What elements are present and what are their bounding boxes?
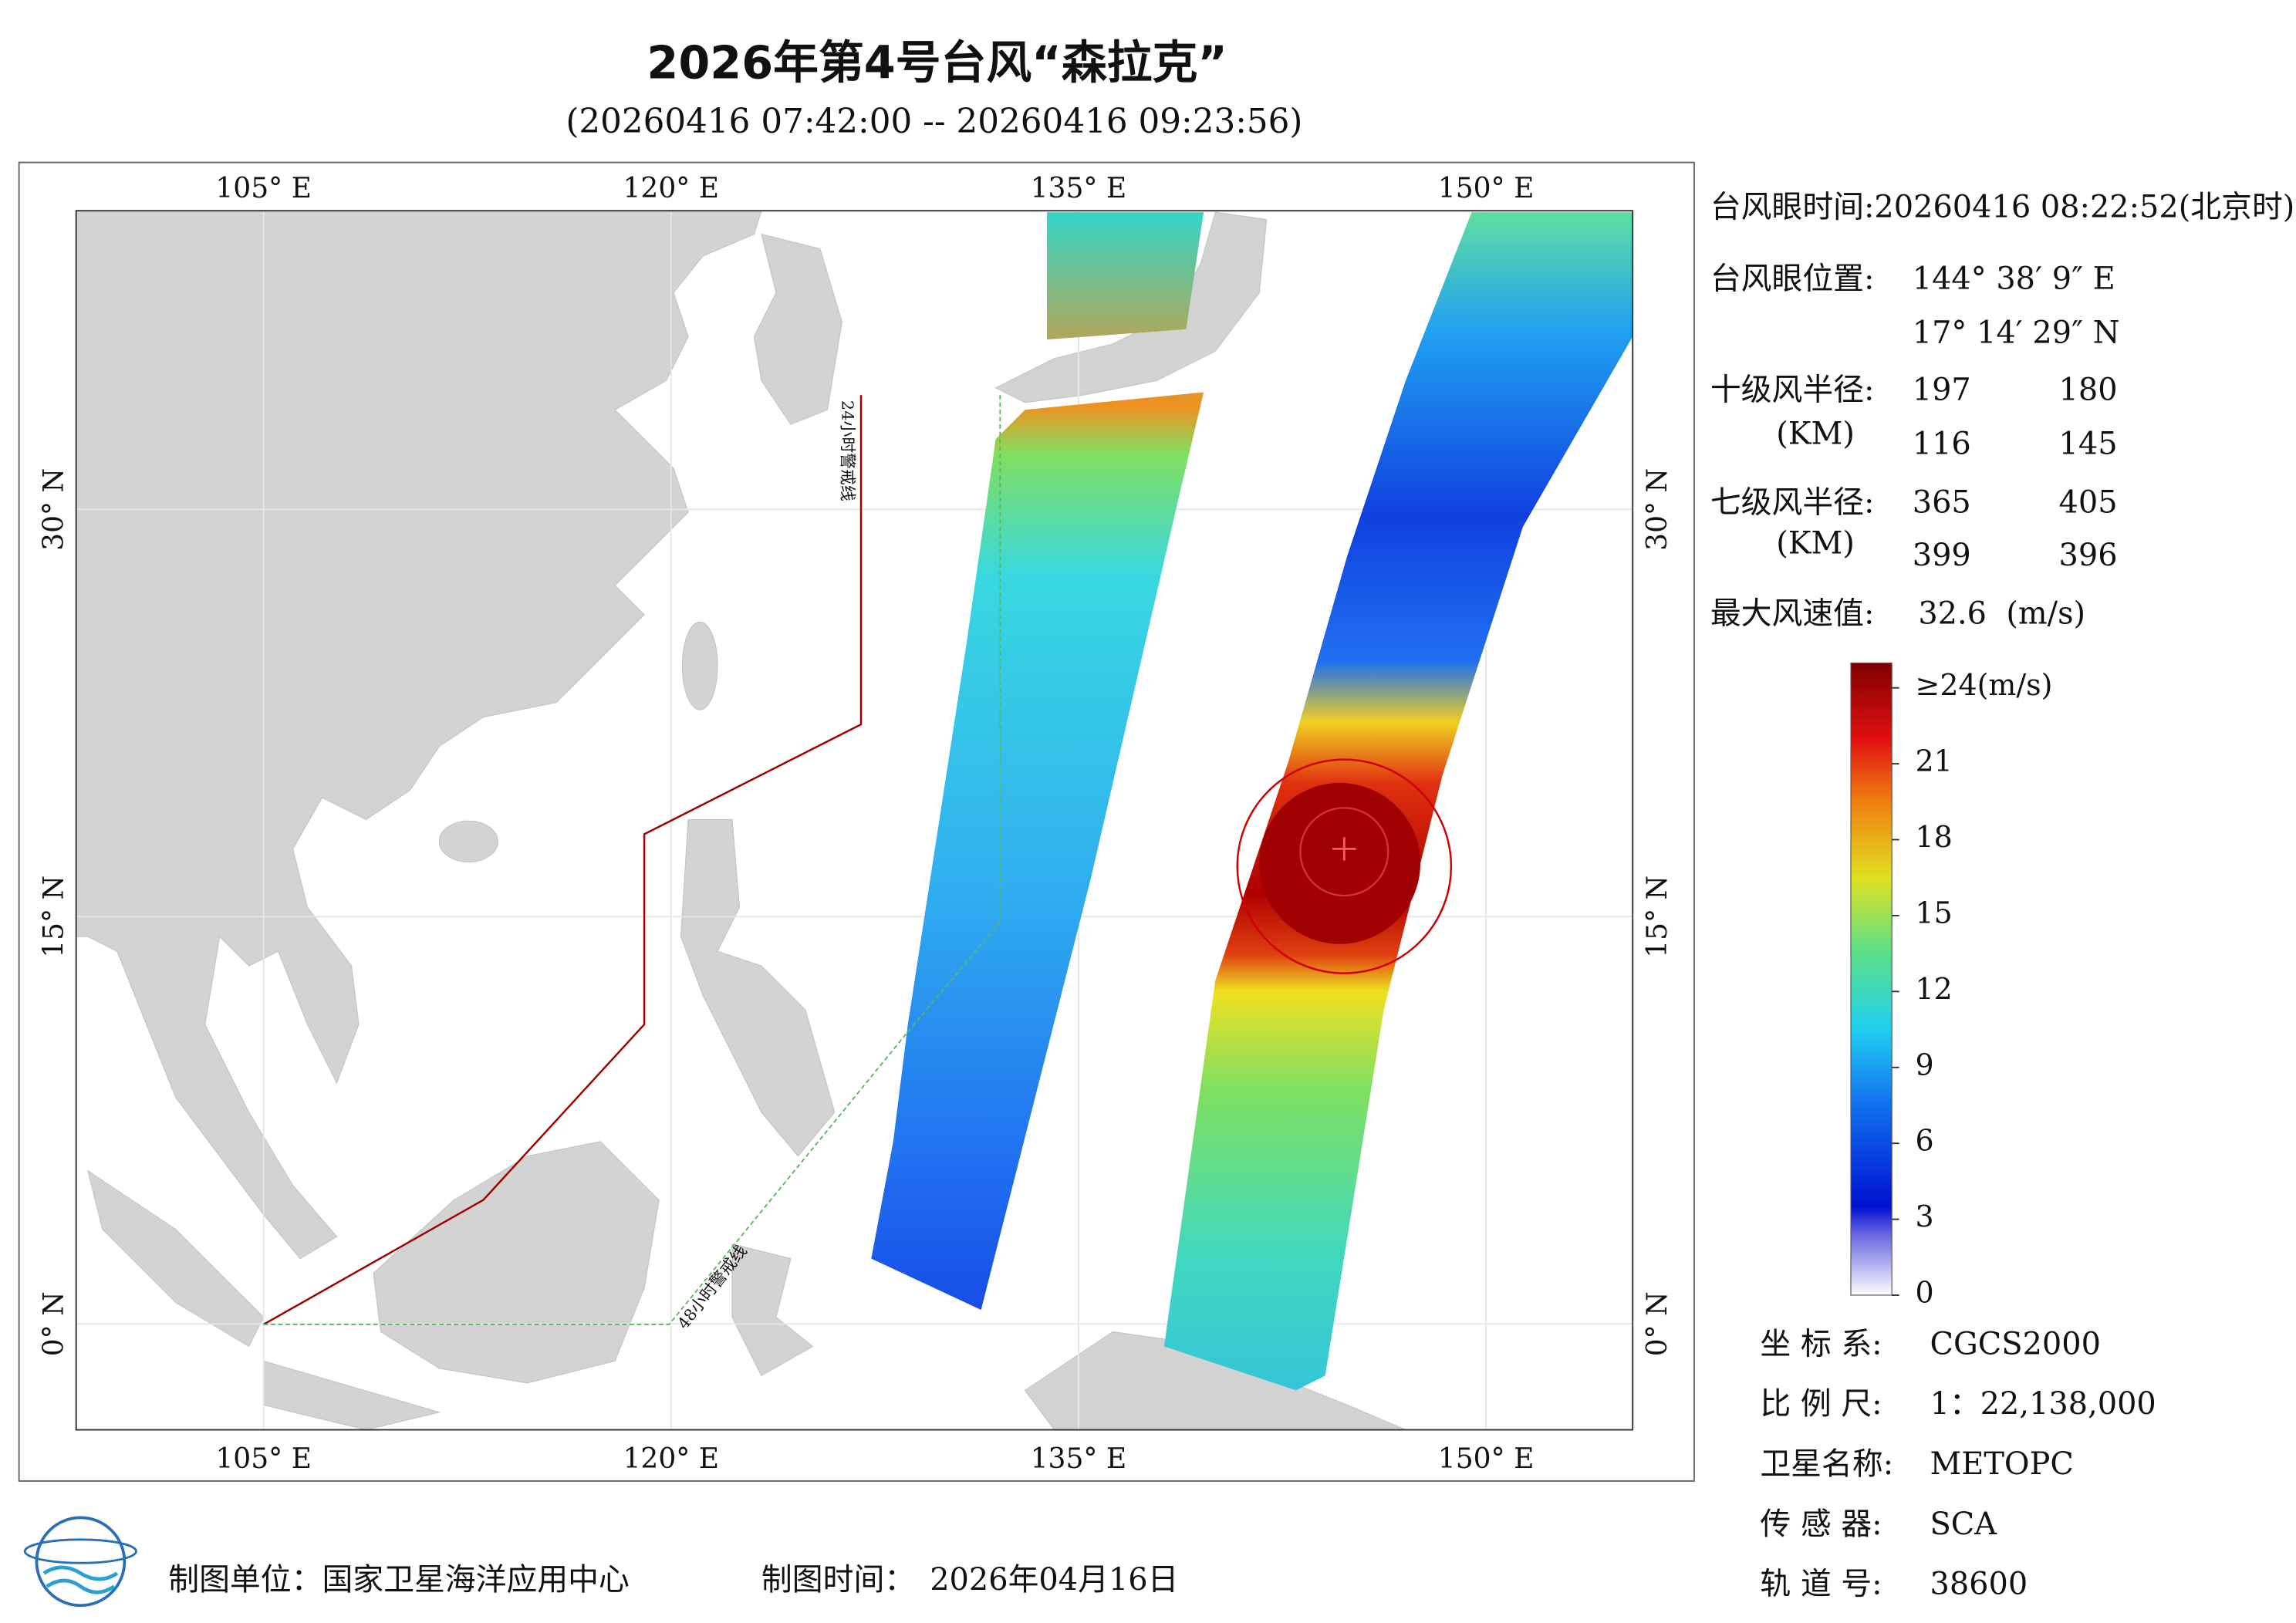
map-outer-frame — [18, 161, 1695, 1482]
lat-tick-label: 0° N — [38, 1291, 70, 1356]
map-frame — [75, 210, 1634, 1431]
colorbar-label: 3 — [1916, 1200, 1934, 1233]
value: 365 — [1913, 485, 1971, 521]
lat-tick-label: 0° N — [1641, 1291, 1673, 1356]
value: 32.6 (m/s) — [1918, 596, 2085, 632]
swath-1 — [871, 392, 1204, 1310]
warning-line-24h — [263, 395, 863, 1326]
value: 116 — [1913, 427, 1971, 462]
colorbar — [1850, 662, 1893, 1296]
philippines — [680, 818, 836, 1157]
colorbar-label: ≥24(m/s) — [1916, 668, 2053, 702]
lat-tick-label: 15° N — [38, 876, 70, 958]
producer: 制图单位：国家卫星海洋应用中心 — [168, 1562, 630, 1598]
value: 17° 14′ 29″ N — [1913, 315, 2120, 350]
value: 396 — [2059, 538, 2118, 573]
logo-waves — [42, 1565, 119, 1594]
meta-value: 1：22,138,000 — [1930, 1386, 2156, 1422]
eye-time: 台风眼时间:20260416 08:22:52(北京时) — [1710, 189, 2295, 224]
lon-tick-label: 105° E — [215, 1442, 312, 1475]
hainan — [438, 820, 498, 863]
unit: (KM) — [1776, 526, 1855, 562]
colorbar-label: 12 — [1916, 972, 1953, 1006]
lon-tick-label: 120° E — [623, 1442, 719, 1475]
meta-label: 传 感 器: — [1760, 1507, 1882, 1542]
meta-label: 卫星名称: — [1760, 1446, 1893, 1482]
swath-2 — [1163, 212, 1633, 1391]
typhoon-core — [1259, 783, 1421, 944]
logo-orbit — [23, 1538, 137, 1564]
lat-tick-label: 15° N — [1641, 876, 1673, 958]
lon-tick-label: 150° E — [1438, 1442, 1535, 1475]
colorbar-label: 6 — [1916, 1124, 1934, 1158]
subtitle: (20260416 07:42:00 -- 20260416 09:23:56) — [566, 102, 1302, 141]
colorbar-label: 18 — [1916, 820, 1953, 854]
lon-tick-label: 135° E — [1031, 172, 1127, 204]
date-label: 制图时间： — [761, 1562, 915, 1598]
label: 最大风速值: — [1710, 596, 1875, 632]
value: 180 — [2059, 372, 2118, 407]
meta-label: 比 例 尺: — [1760, 1386, 1882, 1422]
colorbar-label: 21 — [1916, 744, 1953, 778]
label: 台风眼位置: — [1710, 261, 1875, 296]
label: 七级风半径: — [1710, 485, 1875, 521]
korea — [753, 233, 842, 425]
taiwan — [681, 621, 718, 710]
colorbar-label: 9 — [1916, 1048, 1934, 1081]
colorbar-label: 0 — [1916, 1276, 1934, 1310]
warning-line-48h — [263, 395, 1001, 1325]
meta-value: 38600 — [1930, 1567, 2028, 1602]
meta-value: CGCS2000 — [1930, 1326, 2101, 1361]
sulawesi — [731, 1243, 814, 1377]
value: 197 — [1913, 372, 1971, 407]
metadata: 坐 标 系: CGCS2000 比 例 尺: 1：22,138,000 卫星名称: MET… — [1760, 1326, 2156, 1601]
meta-label: 轨 道 号: — [1760, 1567, 1882, 1602]
typhoon-eye — [1332, 837, 1356, 861]
label: 十级风半径: — [1710, 372, 1875, 407]
lat-tick-label: 30° N — [38, 468, 70, 551]
value: 144° 38′ 9″ E — [1913, 261, 2115, 296]
land — [76, 211, 1406, 1430]
swath-1-north — [1047, 212, 1204, 340]
lat-tick-label: 30° N — [1641, 468, 1673, 551]
borneo — [373, 1141, 660, 1384]
value: 405 — [2059, 485, 2118, 521]
info-panel: 台风眼时间:20260416 08:22:52(北京时) 台风眼位置: 144°… — [1710, 189, 2295, 631]
meta-value: SCA — [1930, 1507, 1998, 1542]
force7-radius-ring — [1236, 758, 1453, 974]
lon-tick-label: 150° E — [1438, 172, 1535, 204]
lon-tick-label: 135° E — [1031, 1442, 1127, 1475]
map-area: 24小时警戒线 48小时警戒线 — [76, 211, 1633, 1430]
value: 399 — [1913, 538, 1971, 573]
sumatra — [86, 1169, 265, 1348]
warning-line-label: 24小时警戒线 — [839, 400, 857, 501]
unit: (KM) — [1776, 416, 1855, 451]
meta-value: METOPC — [1930, 1446, 2074, 1482]
logo — [23, 1516, 137, 1608]
value: 145 — [2059, 427, 2118, 462]
meta-label: 坐 标 系: — [1760, 1326, 1882, 1361]
force10-radius-ring — [1299, 807, 1389, 897]
date: 2026年04月16日 — [930, 1562, 1178, 1598]
lon-tick-label: 105° E — [215, 172, 312, 204]
lon-tick-label: 120° E — [623, 172, 719, 204]
colorbar-label: 15 — [1916, 896, 1953, 930]
title: 2026年第4号台风“森拉克” — [647, 35, 1227, 89]
